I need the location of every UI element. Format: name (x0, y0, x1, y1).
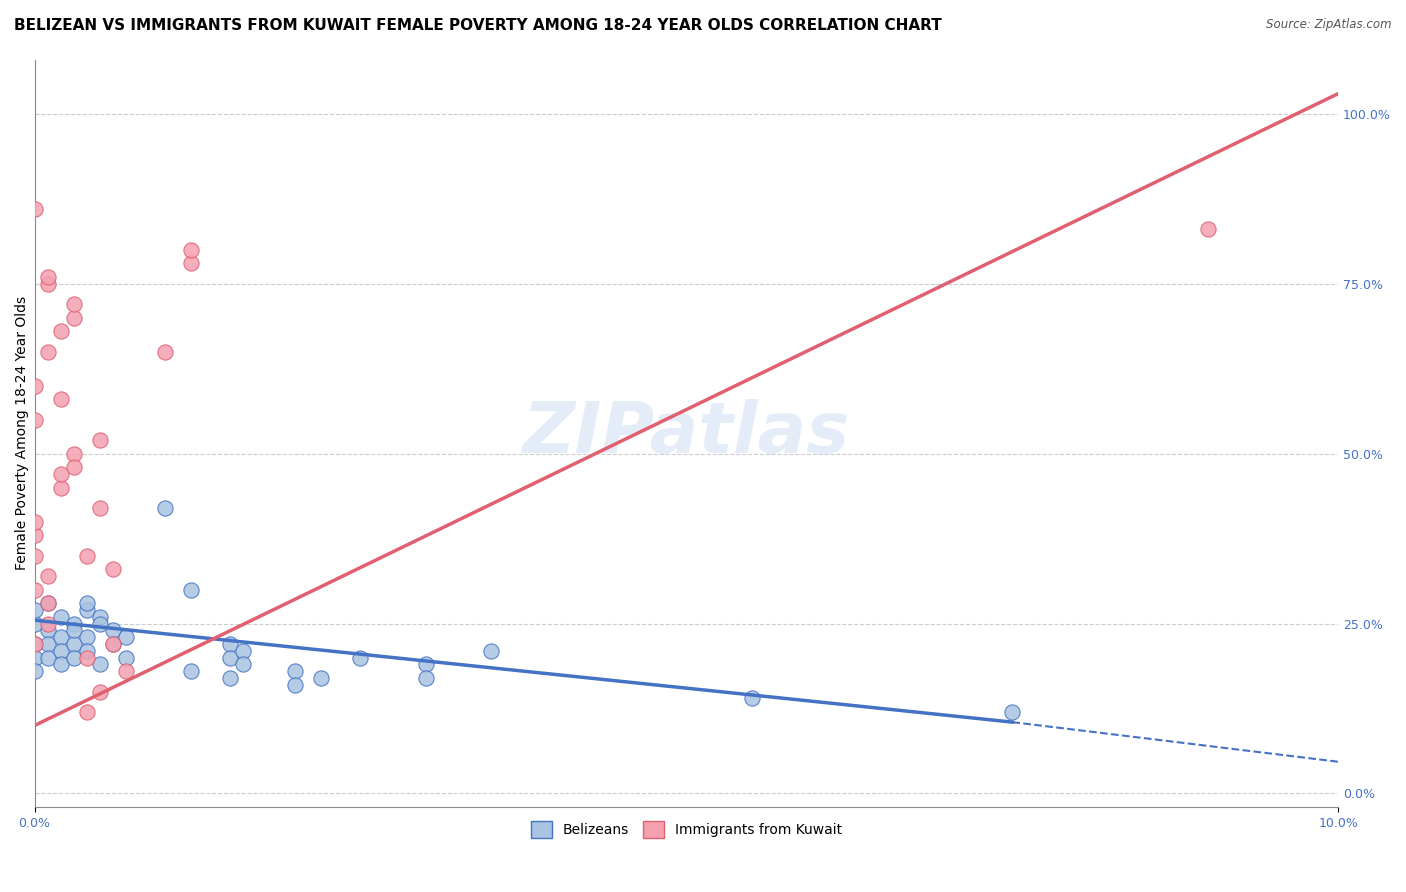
Text: ZIPatlas: ZIPatlas (523, 399, 851, 467)
Point (114, 664, 136, 678)
Point (24, 603, 46, 617)
Point (101, 624, 124, 638)
Point (101, 562, 124, 576)
Point (89, 616, 111, 631)
Point (89, 609, 111, 624)
Point (24, 637, 46, 651)
Point (219, 650, 242, 665)
Point (49, 325, 72, 339)
Point (741, 691, 763, 706)
Point (24, 549, 46, 563)
Point (219, 671, 242, 685)
Text: BELIZEAN VS IMMIGRANTS FROM KUWAIT FEMALE POVERTY AMONG 18-24 YEAR OLDS CORRELAT: BELIZEAN VS IMMIGRANTS FROM KUWAIT FEMAL… (14, 18, 942, 33)
Point (24, 582, 46, 597)
Point (37, 344, 59, 359)
Point (49, 630, 72, 644)
Text: Source: ZipAtlas.com: Source: ZipAtlas.com (1267, 18, 1392, 31)
Point (114, 630, 136, 644)
Point (180, 243, 202, 257)
Point (49, 467, 72, 481)
Point (76, 549, 98, 563)
Point (76, 603, 98, 617)
Point (24, 378, 46, 392)
Point (37, 277, 59, 291)
Point (49, 392, 72, 407)
Point (219, 637, 242, 651)
Point (62, 460, 84, 475)
Point (62, 297, 84, 311)
Point (49, 657, 72, 672)
Point (62, 616, 84, 631)
Point (232, 657, 254, 672)
Point (311, 671, 333, 685)
Point (76, 650, 98, 665)
Point (101, 637, 124, 651)
Y-axis label: Female Poverty Among 18-24 Year Olds: Female Poverty Among 18-24 Year Olds (15, 296, 30, 570)
Point (180, 256, 202, 270)
Point (114, 650, 136, 665)
Point (76, 630, 98, 644)
Point (37, 650, 59, 665)
Point (479, 644, 502, 658)
Point (62, 624, 84, 638)
Point (1197, 222, 1219, 236)
Point (24, 515, 46, 529)
Point (76, 596, 98, 610)
Point (24, 650, 46, 665)
Point (89, 657, 111, 672)
Point (62, 650, 84, 665)
Point (153, 501, 176, 516)
Point (49, 644, 72, 658)
Point (76, 644, 98, 658)
Point (37, 569, 59, 583)
Point (24, 202, 46, 216)
Point (349, 650, 371, 665)
Point (24, 616, 46, 631)
Point (24, 528, 46, 542)
Point (37, 596, 59, 610)
Point (153, 344, 176, 359)
Point (415, 657, 437, 672)
Point (415, 671, 437, 685)
Point (24, 637, 46, 651)
Point (284, 664, 307, 678)
Point (180, 582, 202, 597)
Point (89, 501, 111, 516)
Point (232, 644, 254, 658)
Point (89, 684, 111, 698)
Point (62, 447, 84, 461)
Point (49, 609, 72, 624)
Point (49, 481, 72, 495)
Point (37, 270, 59, 285)
Point (62, 310, 84, 325)
Point (24, 664, 46, 678)
Point (24, 413, 46, 427)
Point (101, 637, 124, 651)
Point (62, 637, 84, 651)
Point (76, 705, 98, 719)
Point (37, 637, 59, 651)
Point (37, 624, 59, 638)
Point (284, 678, 307, 692)
Point (89, 433, 111, 447)
Point (1001, 705, 1024, 719)
Legend: Belizeans, Immigrants from Kuwait: Belizeans, Immigrants from Kuwait (524, 814, 849, 845)
Point (180, 664, 202, 678)
Point (37, 616, 59, 631)
Point (37, 596, 59, 610)
